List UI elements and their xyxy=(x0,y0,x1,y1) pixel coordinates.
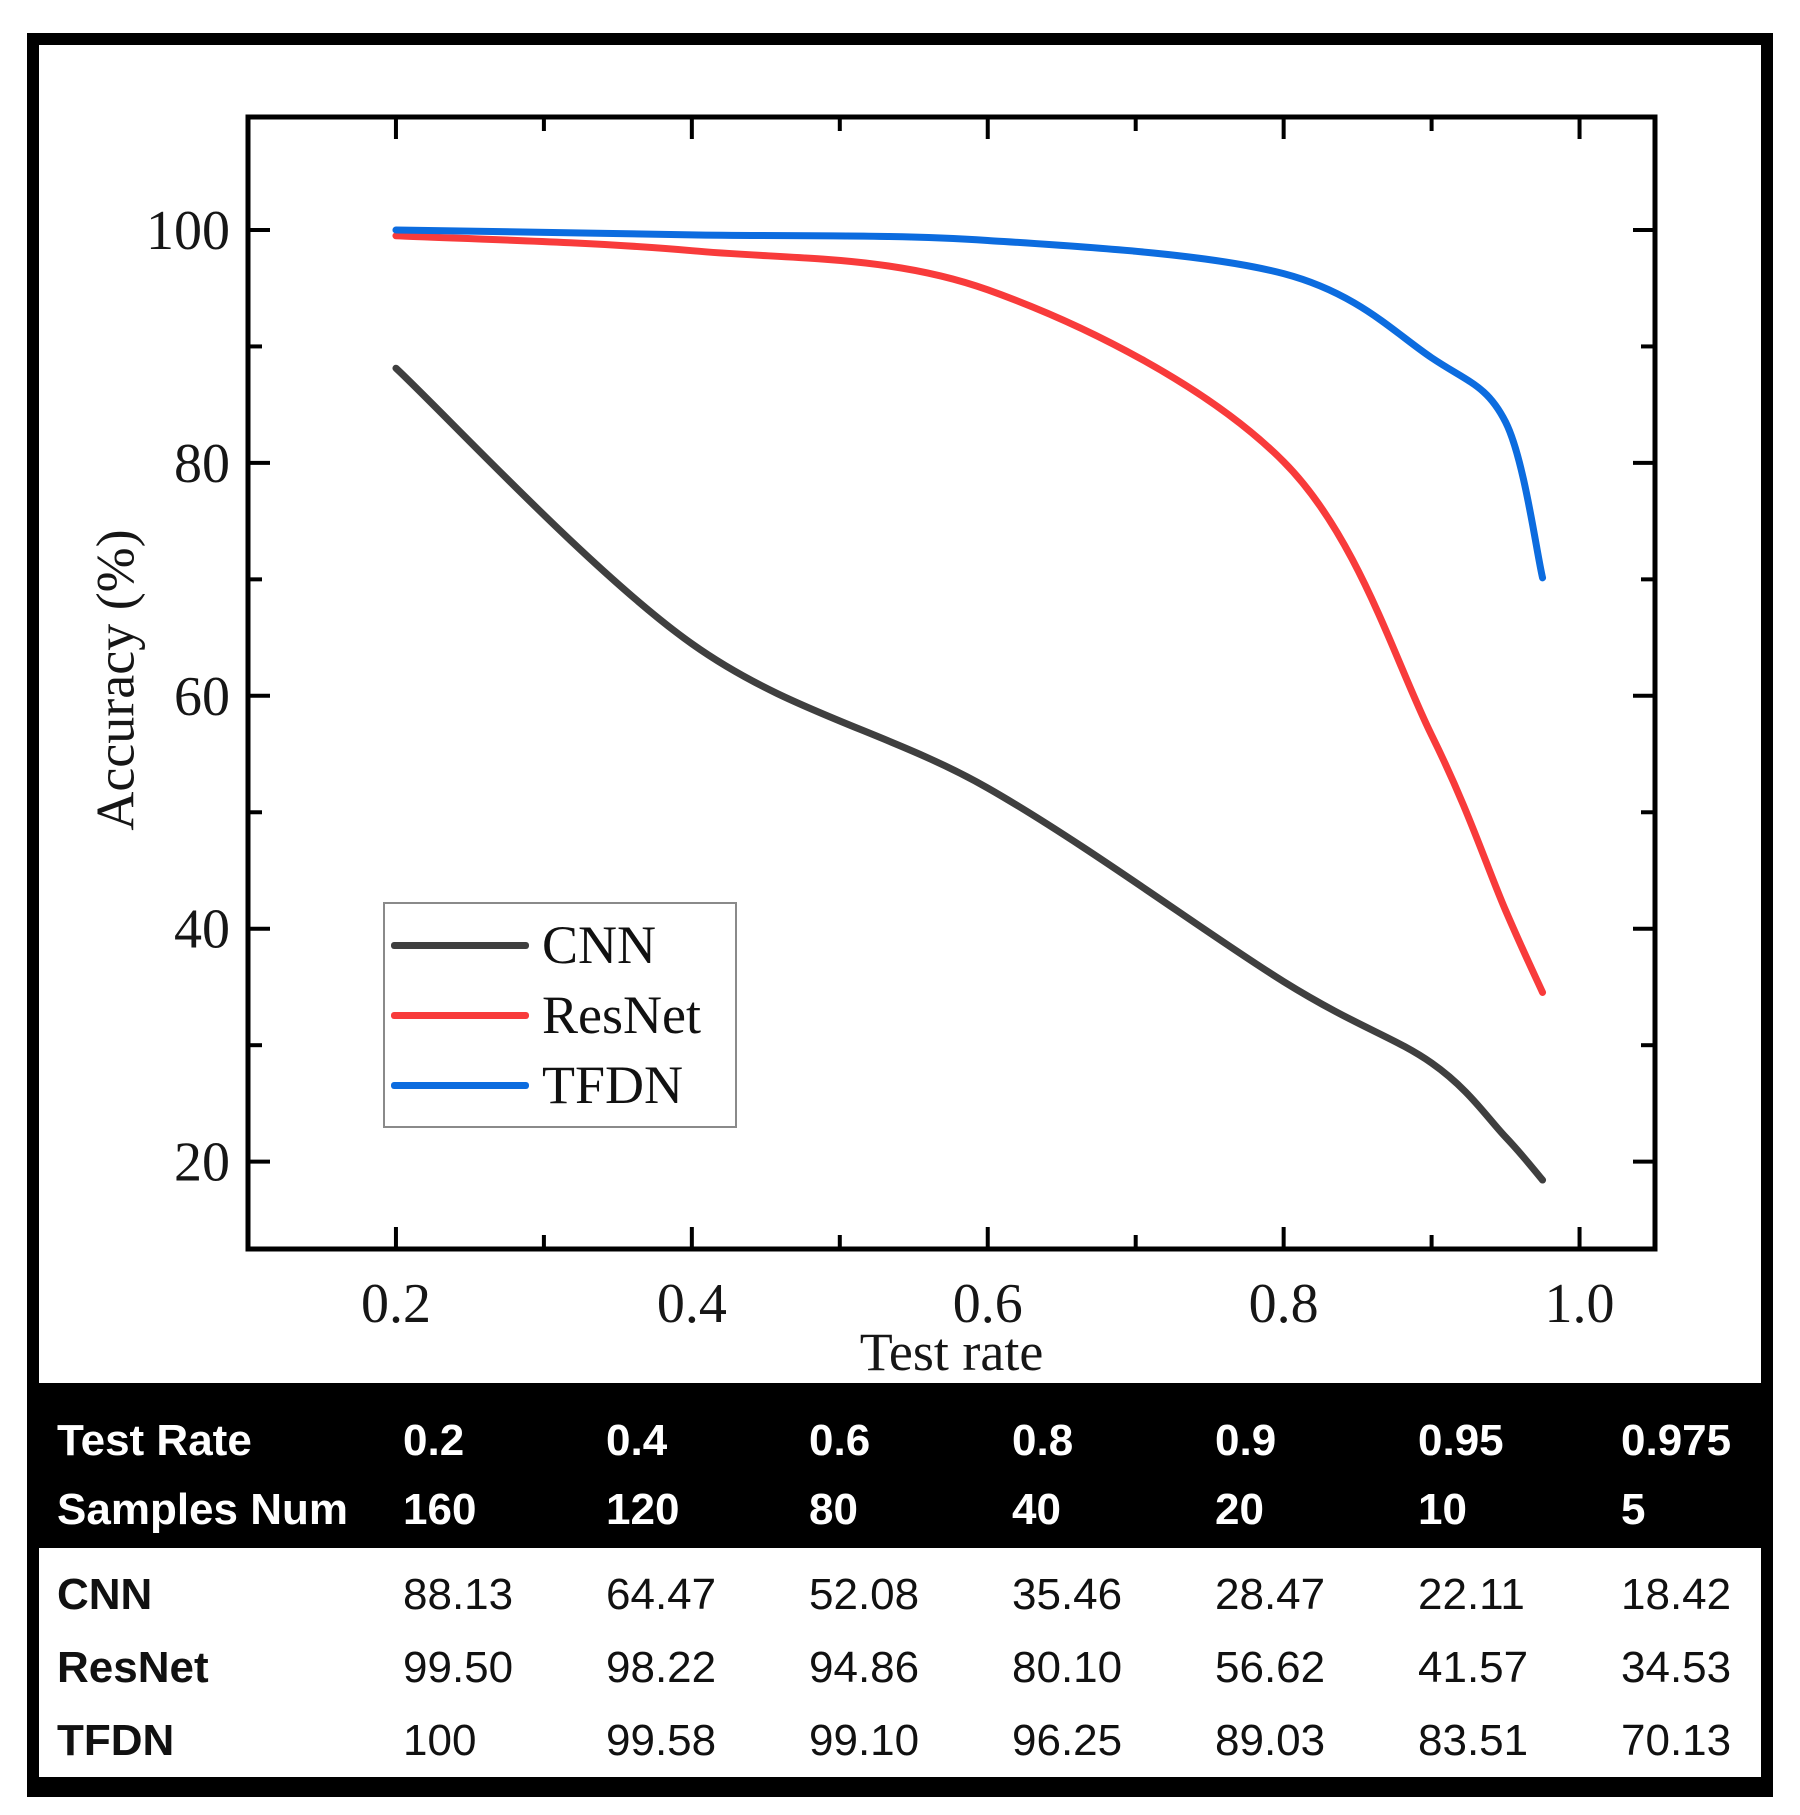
table-cell: 0.975 xyxy=(1621,1416,1732,1466)
table-cell: 99.10 xyxy=(809,1715,920,1765)
table-cell: 0.4 xyxy=(606,1416,668,1466)
legend-entry-resnet: ResNet xyxy=(391,988,735,1042)
x-tick-label: 0.4 xyxy=(657,1273,727,1335)
table-row-samples-num: Samples Num 160 120 80 40 20 10 5 xyxy=(39,1476,1761,1545)
series-line-tfdn xyxy=(392,226,1547,582)
row-label: ResNet xyxy=(57,1642,209,1692)
legend-label-resnet: ResNet xyxy=(542,985,701,1045)
table-cell: 18.42 xyxy=(1621,1569,1732,1619)
legend-label-tfdn: TFDN xyxy=(542,1055,684,1115)
table-cell: 56.62 xyxy=(1215,1642,1326,1692)
table-cell: 0.6 xyxy=(809,1416,871,1466)
row-label: CNN xyxy=(57,1569,153,1619)
table-row-test-rate: Test Rate 0.2 0.4 0.6 0.8 0.9 0.95 0.975 xyxy=(39,1407,1761,1476)
table-cell: 0.95 xyxy=(1418,1416,1504,1466)
table-cell: 120 xyxy=(606,1484,680,1534)
table-cell: 41.57 xyxy=(1418,1642,1529,1692)
table-cell: 20 xyxy=(1215,1484,1264,1534)
legend-line-tfdn xyxy=(391,1081,529,1089)
table-row-tfdn: TFDN 100 99.58 99.10 96.25 89.03 83.51 70.13 xyxy=(39,1704,1761,1777)
row-label: Test Rate xyxy=(57,1416,252,1466)
table-cell: 70.13 xyxy=(1621,1715,1732,1765)
x-tick-label: 0.8 xyxy=(1249,1273,1319,1335)
table-cell: 28.47 xyxy=(1215,1569,1326,1619)
table-cell: 64.47 xyxy=(606,1569,717,1619)
table-cell: 34.53 xyxy=(1621,1642,1732,1692)
table-cell: 0.9 xyxy=(1215,1416,1277,1466)
table-cell: 83.51 xyxy=(1418,1715,1529,1765)
row-label: TFDN xyxy=(57,1715,175,1765)
row-label: Samples Num xyxy=(57,1484,348,1534)
table-cell: 94.86 xyxy=(809,1642,920,1692)
table-cell: 99.58 xyxy=(606,1715,717,1765)
table-cell: 10 xyxy=(1418,1484,1467,1534)
table-cell: 160 xyxy=(403,1484,477,1534)
table-cell: 88.13 xyxy=(403,1569,514,1619)
accuracy-vs-testrate-chart: 0.2 0.4 0.6 0.8 1.0 100 80 60 40 20 xyxy=(146,114,1658,1335)
y-axis-title: Accuracy (%) xyxy=(85,529,146,831)
table-cell: 5 xyxy=(1621,1484,1646,1534)
legend-line-resnet xyxy=(391,1011,529,1019)
chart-legend: CNN ResNet TFDN xyxy=(383,902,737,1128)
table-cell: 80.10 xyxy=(1012,1642,1123,1692)
table-cell: 98.22 xyxy=(606,1642,717,1692)
table-row-cnn: CNN 88.13 64.47 52.08 35.46 28.47 22.11 18.42 xyxy=(39,1558,1761,1631)
table-cell: 0.8 xyxy=(1012,1416,1074,1466)
table-cell: 80 xyxy=(809,1484,858,1534)
y-tick-label: 100 xyxy=(146,200,230,262)
x-tick-label: 1.0 xyxy=(1545,1273,1615,1335)
table-cell: 96.25 xyxy=(1012,1715,1123,1765)
results-table-body: CNN 88.13 64.47 52.08 35.46 28.47 22.11 18.42 Re… xyxy=(39,1548,1761,1777)
table-cell: 52.08 xyxy=(809,1569,920,1619)
table-cell: 22.11 xyxy=(1418,1569,1525,1619)
legend-entry-tfdn: TFDN xyxy=(391,1058,735,1112)
series-line-cnn xyxy=(392,364,1547,1184)
table-row-resnet: ResNet 99.50 98.22 94.86 80.10 56.62 41.57 34.5… xyxy=(39,1631,1761,1704)
y-tick-label: 80 xyxy=(174,433,230,495)
table-cell: 35.46 xyxy=(1012,1569,1123,1619)
legend-line-cnn xyxy=(391,941,529,949)
legend-label-cnn: CNN xyxy=(542,915,657,975)
table-cell: 99.50 xyxy=(403,1642,514,1692)
y-tick-label: 40 xyxy=(174,899,230,961)
x-tick-label: 0.2 xyxy=(361,1273,431,1335)
y-tick-label: 60 xyxy=(174,666,230,728)
results-table-header: Test Rate 0.2 0.4 0.6 0.8 0.9 0.95 0.975 Samples… xyxy=(39,1383,1761,1548)
table-cell: 40 xyxy=(1012,1484,1061,1534)
x-axis-title: Test rate xyxy=(859,1322,1044,1382)
plot-frame xyxy=(245,114,1658,1252)
series-line-resnet xyxy=(392,232,1547,996)
table-cell: 89.03 xyxy=(1215,1715,1326,1765)
x-tick-label: 0.6 xyxy=(953,1273,1023,1335)
table-cell: 100 xyxy=(403,1715,477,1765)
y-tick-label: 20 xyxy=(174,1132,230,1194)
legend-entry-cnn: CNN xyxy=(391,918,735,972)
table-cell: 0.2 xyxy=(403,1416,465,1466)
